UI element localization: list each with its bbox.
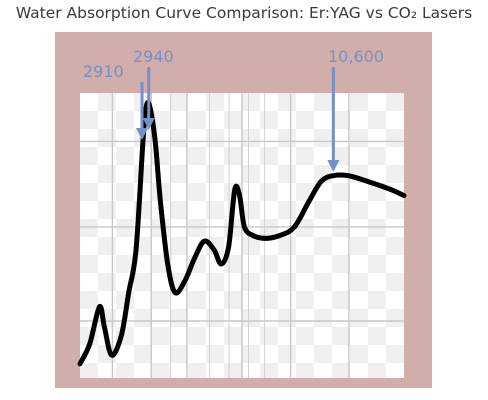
- annotation-arrow-head: [327, 160, 340, 172]
- annotation-label: 2910: [83, 62, 124, 81]
- checker-background: [80, 93, 404, 378]
- annotation-arrow-head: [142, 118, 155, 130]
- wavelength-annotations: 2910 2940 10,600: [83, 47, 384, 172]
- chart-title: Water Absorption Curve Comparison: Er:YA…: [15, 4, 473, 22]
- annotation-arrow-head: [136, 128, 149, 140]
- annotation-label: 10,600: [328, 47, 384, 66]
- absorption-curve: [77, 100, 407, 367]
- annotation-label: 2940: [133, 47, 174, 66]
